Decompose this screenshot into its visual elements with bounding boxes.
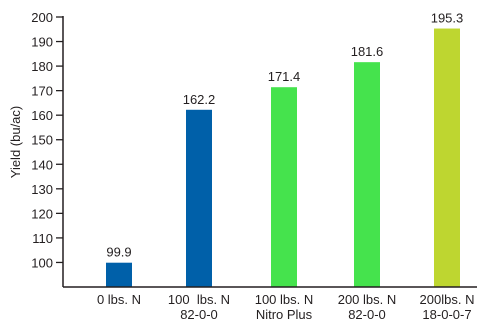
x-tick-label: 82-0-0: [348, 307, 386, 322]
y-tick-label: 180: [31, 59, 53, 74]
bar-value-label: 195.3: [431, 11, 464, 26]
y-tick-label: 200: [31, 10, 53, 25]
x-tick-label: 200 lbs. N: [338, 292, 397, 307]
bar-value-label: 171.4: [268, 69, 301, 84]
y-tick-label: 150: [31, 133, 53, 148]
x-tick-label: 82-0-0: [180, 307, 218, 322]
y-tick-label: 160: [31, 108, 53, 123]
x-tick-label: Nitro Plus: [256, 307, 313, 322]
x-tick-label: 100 lbs. N: [255, 292, 314, 307]
y-tick-label: 100: [31, 255, 53, 270]
axes: [62, 16, 477, 288]
x-tick-label: 18-0-0-7: [422, 307, 471, 322]
bar-value-label: 181.6: [351, 44, 384, 59]
y-tick-label: 170: [31, 84, 53, 99]
x-tick-label: 0 lbs. N: [97, 292, 141, 307]
bar: [434, 28, 460, 287]
x-tick-label: 100 lbs. N: [168, 292, 230, 307]
y-tick-label: 110: [32, 231, 53, 246]
y-axis-ticks: 100 110 120 130 140 150 160 170 180 190 200: [31, 10, 63, 270]
data-labels: 99.9 162.2 171.4 181.6 195.3: [106, 11, 463, 260]
bars: [106, 28, 460, 287]
y-tick-label: 140: [31, 157, 53, 172]
y-axis-title-group: Yield (bu/ac): [8, 106, 23, 179]
y-tick-label: 120: [31, 206, 53, 221]
y-tick-label: 190: [31, 35, 53, 50]
y-tick-label: 130: [31, 182, 53, 197]
bar: [106, 262, 132, 287]
bar-value-label: 99.9: [106, 245, 131, 260]
bar: [354, 62, 380, 287]
y-axis-title: Yield (bu/ac): [8, 106, 23, 179]
bar-value-label: 162.2: [183, 92, 216, 107]
x-tick-label: 200lbs. N: [420, 292, 475, 307]
bar: [271, 87, 297, 287]
bar: [186, 109, 212, 287]
